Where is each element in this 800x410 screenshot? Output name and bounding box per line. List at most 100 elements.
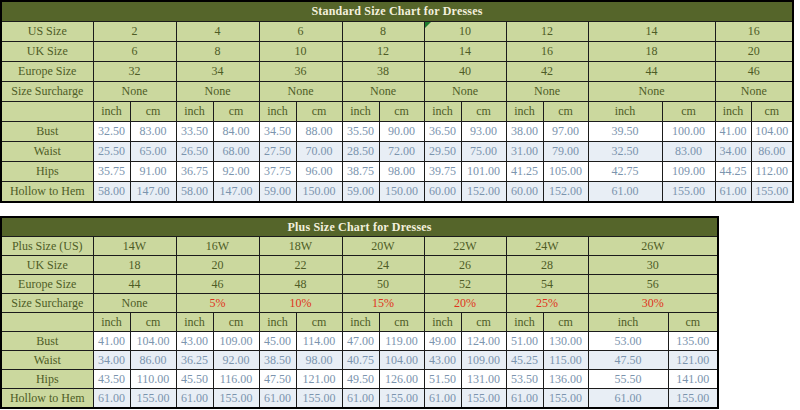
measurement-cm-cell: 155.00: [668, 389, 718, 409]
measurement-inch-cell: 47.50: [588, 351, 668, 370]
size-value-cell: 6: [93, 42, 176, 62]
unit-row-spacer: [1, 313, 93, 332]
measurement-inch-cell: 36.75: [176, 162, 213, 182]
measurement-cm-cell: 88.00: [296, 122, 342, 142]
measurement-inch-cell: 49.50: [342, 370, 379, 389]
unit-inch-header: inch: [93, 313, 130, 332]
measurement-cm-cell: 110.00: [130, 370, 176, 389]
measurement-inch-cell: 32.50: [93, 122, 130, 142]
measurement-inch-cell: 58.00: [176, 182, 213, 203]
unit-inch-header: inch: [424, 102, 461, 122]
unit-cm-header: cm: [296, 313, 342, 332]
measurement-cm-cell: 65.00: [130, 142, 176, 162]
unit-inch-header: inch: [588, 102, 662, 122]
measurement-cm-cell: 97.00: [543, 122, 588, 142]
unit-cm-header: cm: [751, 102, 793, 122]
measurement-inch-cell: 43.50: [93, 370, 130, 389]
measurement-cm-cell: 72.00: [379, 142, 424, 162]
measurement-inch-cell: 43.00: [176, 332, 213, 351]
standard-size-chart-table: Standard Size Chart for DressesUS Size24…: [0, 0, 794, 203]
measurement-inch-cell: 60.00: [424, 182, 461, 203]
surcharge-cell: None: [93, 294, 176, 313]
surcharge-cell: 20%: [424, 294, 506, 313]
size-value-cell: 52: [424, 275, 506, 294]
unit-cm-header: cm: [130, 313, 176, 332]
measurement-inch-cell: 45.50: [176, 370, 213, 389]
measurement-inch-cell: 26.50: [176, 142, 213, 162]
measurement-cm-cell: 126.00: [379, 370, 424, 389]
measurement-cm-cell: 130.00: [543, 332, 588, 351]
measurement-cm-cell: 155.00: [543, 389, 588, 409]
surcharge-cell: None: [342, 82, 424, 102]
measurement-inch-cell: 47.00: [342, 332, 379, 351]
measurement-inch-cell: 34.50: [259, 122, 296, 142]
size-value-cell: 30: [588, 256, 718, 275]
unit-cm-header: cm: [130, 102, 176, 122]
row-label: Waist: [1, 142, 93, 162]
measurement-inch-cell: 34.00: [715, 142, 751, 162]
measurement-inch-cell: 59.00: [259, 182, 296, 203]
measurement-cm-cell: 98.00: [379, 162, 424, 182]
measurement-inch-cell: 36.25: [176, 351, 213, 370]
measurement-inch-cell: 61.00: [342, 389, 379, 409]
size-value-cell: 26W: [588, 237, 718, 256]
measurement-inch-cell: 53.50: [506, 370, 543, 389]
surcharge-cell: 25%: [506, 294, 588, 313]
measurement-cm-cell: 155.00: [296, 389, 342, 409]
measurement-cm-cell: 109.00: [461, 351, 506, 370]
size-value-cell: 18: [93, 256, 176, 275]
unit-cm-header: cm: [379, 313, 424, 332]
row-label: Europe Size: [1, 275, 93, 294]
table-title: Standard Size Chart for Dresses: [1, 1, 793, 22]
size-value-cell: 46: [176, 275, 259, 294]
measurement-cm-cell: 150.00: [296, 182, 342, 203]
unit-inch-header: inch: [342, 313, 379, 332]
size-value-cell: 36: [259, 62, 342, 82]
measurement-cm-cell: 147.00: [213, 182, 259, 203]
size-value-cell: 14: [588, 22, 715, 42]
measurement-cm-cell: 152.00: [543, 182, 588, 203]
size-value-cell: 44: [588, 62, 715, 82]
measurement-cm-cell: 86.00: [751, 142, 793, 162]
measurement-cm-cell: 104.00: [751, 122, 793, 142]
measurement-inch-cell: 42.75: [588, 162, 662, 182]
surcharge-cell: None: [715, 82, 793, 102]
measurement-inch-cell: 61.00: [259, 389, 296, 409]
row-label: Plus Size (US): [1, 237, 93, 256]
measurement-cm-cell: 155.00: [379, 389, 424, 409]
measurement-inch-cell: 47.50: [259, 370, 296, 389]
size-value-cell: 8: [342, 22, 424, 42]
measurement-cm-cell: 79.00: [543, 142, 588, 162]
measurement-inch-cell: 61.00: [506, 389, 543, 409]
row-label: Bust: [1, 122, 93, 142]
size-value-cell: 16: [715, 22, 793, 42]
measurement-inch-cell: 34.00: [93, 351, 130, 370]
measurement-cm-cell: 96.00: [296, 162, 342, 182]
measurement-cm-cell: 155.00: [461, 389, 506, 409]
unit-inch-header: inch: [259, 313, 296, 332]
measurement-cm-cell: 83.00: [130, 122, 176, 142]
measurement-cm-cell: 121.00: [296, 370, 342, 389]
surcharge-cell: None: [424, 82, 506, 102]
size-value-cell: 6: [259, 22, 342, 42]
measurement-cm-cell: 109.00: [662, 162, 715, 182]
measurement-inch-cell: 41.25: [506, 162, 543, 182]
row-label: Hollow to Hem: [1, 182, 93, 203]
size-value-cell: 2: [93, 22, 176, 42]
measurement-cm-cell: 93.00: [461, 122, 506, 142]
size-value-cell: 42: [506, 62, 588, 82]
surcharge-cell: 10%: [259, 294, 342, 313]
size-value-cell: 4: [176, 22, 259, 42]
measurement-cm-cell: 92.00: [213, 162, 259, 182]
measurement-cm-cell: 124.00: [461, 332, 506, 351]
size-value-cell: 24: [342, 256, 424, 275]
row-label: Bust: [1, 332, 93, 351]
measurement-cm-cell: 121.00: [668, 351, 718, 370]
row-label: UK Size: [1, 256, 93, 275]
size-value-cell: 20W: [342, 237, 424, 256]
unit-cm-header: cm: [461, 313, 506, 332]
size-value-cell: 32: [93, 62, 176, 82]
measurement-inch-cell: 61.00: [588, 182, 662, 203]
measurement-inch-cell: 28.50: [342, 142, 379, 162]
plus-size-chart-table: Plus Size Chart for DressesPlus Size (US…: [0, 216, 719, 409]
